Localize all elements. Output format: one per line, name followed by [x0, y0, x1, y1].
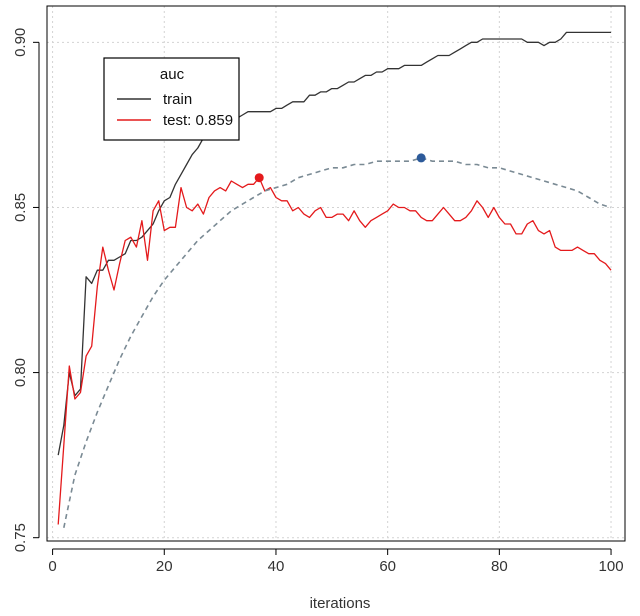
legend-label-test: test: 0.859: [163, 112, 233, 129]
series-line-test: [57, 177, 612, 525]
markers-layer: [254, 153, 426, 183]
x-tick-label: 60: [379, 558, 396, 575]
y-axis: 0.75 0.80 0.85 0.90: [12, 28, 40, 552]
grid: [47, 6, 625, 541]
x-axis-title: iterations: [310, 595, 371, 612]
y-tick-label: 0.90: [12, 28, 29, 57]
x-tick-label: 80: [491, 558, 508, 575]
legend: auc train test: 0.859: [103, 57, 240, 141]
series-layer: [57, 31, 612, 528]
x-tick-label: 40: [268, 558, 285, 575]
x-tick-label: 20: [156, 558, 173, 575]
y-tick-label: 0.85: [12, 193, 29, 222]
y-tick-label: 0.80: [12, 358, 29, 387]
marker-point-1: [416, 153, 426, 163]
x-tick-label: 0: [48, 558, 56, 575]
plot-box: [46, 5, 626, 542]
x-axis: 0 20 40 60 80 100: [48, 548, 624, 575]
legend-label-train: train: [163, 91, 192, 108]
y-tick-label: 0.75: [12, 523, 29, 552]
marker-point-0: [254, 173, 264, 183]
x-tick-label: 100: [599, 558, 624, 575]
series-line-train: [57, 31, 611, 456]
series-line-smooth-fit: [63, 157, 612, 528]
legend-title: auc: [160, 66, 185, 83]
